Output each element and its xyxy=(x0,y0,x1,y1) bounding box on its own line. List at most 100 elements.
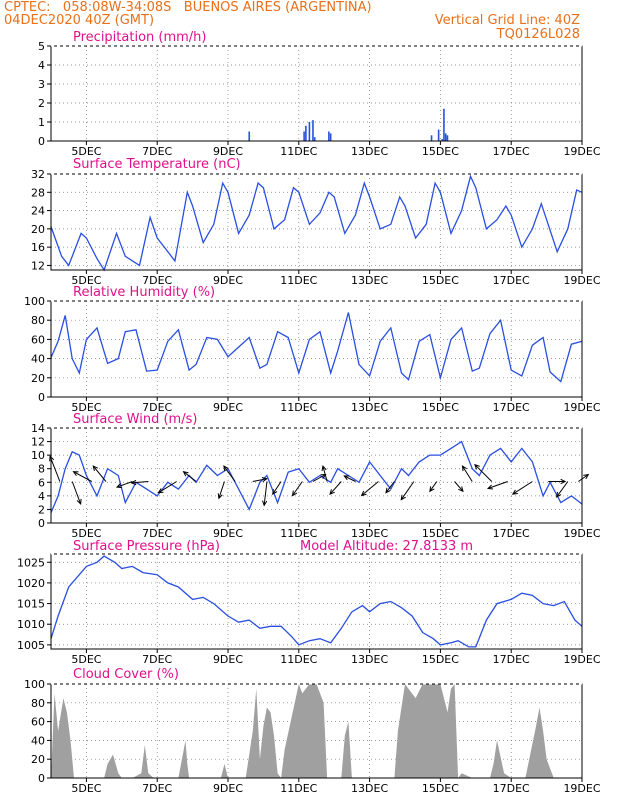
header-date: 04DEC2020 40Z (GMT) xyxy=(4,13,155,28)
rh-xtick-label: 11DEC xyxy=(280,401,317,414)
rh-xtick-label: 17DEC xyxy=(493,401,530,414)
pres-title: Surface Pressure (hPa) xyxy=(73,539,220,554)
precip-bar xyxy=(329,133,332,141)
pres-ytick-label: 1025 xyxy=(17,556,45,569)
wind-arrow-head xyxy=(76,498,82,505)
wind-ytick-label: 10 xyxy=(31,449,45,462)
wind-arrow xyxy=(312,474,326,482)
wind-ytick-label: 4 xyxy=(38,490,45,503)
wind-xtick-label: 11DEC xyxy=(280,527,317,540)
wind-arrow xyxy=(272,481,282,495)
header-model-id: TQ0126L028 xyxy=(496,27,580,42)
temp-xtick-label: 17DEC xyxy=(493,274,530,287)
precip-bar xyxy=(305,125,307,141)
wind-arrow-head xyxy=(223,465,229,472)
wind-arrow xyxy=(292,481,303,496)
wind-arrow xyxy=(322,465,328,482)
cloud-xtick-label: 19DEC xyxy=(563,782,600,795)
wind-xtick-label: 19DEC xyxy=(563,527,600,540)
wind-arrow-head xyxy=(115,483,123,489)
pres-annotation: Model Altitude: 27.8133 m xyxy=(300,539,473,554)
temp-xtick-label: 11DEC xyxy=(280,274,317,287)
wind-arrow-head xyxy=(262,500,268,507)
wind-ytick-label: 14 xyxy=(31,422,45,435)
header-station: CPTEC: 058:08W-34:08S BUENOS AIRES (ARGE… xyxy=(4,0,372,15)
pres-xtick-label: 9DEC xyxy=(213,653,243,666)
rh-frame xyxy=(50,300,583,398)
wind-arrow-head xyxy=(486,484,494,490)
temp-panel: 12 16 20 24 28 32 5DEC 7DEC 9DEC 11DEC 13DEC 15DEC 1… xyxy=(31,157,601,287)
wind-arrow-head xyxy=(92,465,99,472)
precip-xtick-label: 11DEC xyxy=(280,145,317,158)
rh-panel: 0 20 40 60 80 100 5DEC 7DEC 9DEC 11DEC 13DEC 15DEC 1… xyxy=(24,285,601,414)
precip-panel: 0 1 2 3 4 5 5DEC 7DEC 9DEC 11DEC 13DEC 15DEC 17DEC 19… xyxy=(38,30,601,158)
cloud-xtick-label: 13DEC xyxy=(351,782,388,795)
pres-xtick-label: 17DEC xyxy=(493,653,530,666)
rh-title: Relative Humidity (%) xyxy=(73,285,215,300)
wind-arrow-head xyxy=(291,490,298,497)
wind-arrow-head xyxy=(458,486,464,493)
temp-xtick-label: 9DEC xyxy=(213,274,243,287)
temp-ytick-label: 20 xyxy=(31,223,45,236)
precip-bar xyxy=(303,131,305,141)
wind-arrow xyxy=(252,478,267,482)
wind-arrow xyxy=(131,481,149,484)
wind-arrow-head xyxy=(474,463,480,470)
cloud-ytick-label: 0 xyxy=(38,772,45,785)
precip-xtick-label: 17DEC xyxy=(493,145,530,158)
cloud-xtick-label: 7DEC xyxy=(142,782,172,795)
pres-ytick-label: 1005 xyxy=(17,639,45,652)
pres-xtick-label: 7DEC xyxy=(142,653,172,666)
precip-xtick-label: 19DEC xyxy=(563,145,600,158)
wind-arrow xyxy=(429,481,438,492)
wind-arrow-head xyxy=(130,479,137,486)
rh-xtick-label: 7DEC xyxy=(142,401,172,414)
temp-xtick-label: 19DEC xyxy=(563,274,600,287)
precip-bar xyxy=(312,120,314,141)
cloud-xtick-label: 11DEC xyxy=(280,782,317,795)
precip-bar xyxy=(328,131,330,141)
rh-xtick-label: 5DEC xyxy=(71,401,101,414)
temp-ytick-label: 24 xyxy=(31,205,45,218)
rh-ytick-label: 40 xyxy=(31,353,45,366)
wind-ytick-label: 12 xyxy=(31,436,45,449)
pres-xtick-label: 15DEC xyxy=(422,653,459,666)
wind-arrow-head xyxy=(72,471,79,477)
wind-arrow-head xyxy=(560,478,567,485)
wind-arrow xyxy=(556,481,569,498)
precip-xtick-label: 9DEC xyxy=(213,145,243,158)
rh-xtick-label: 19DEC xyxy=(563,401,600,414)
wind-arrow xyxy=(92,465,107,482)
cloud-ytick-label: 60 xyxy=(31,716,45,729)
precip-bar xyxy=(446,135,449,141)
rh-ytick-label: 0 xyxy=(38,391,45,404)
wind-arrow-head xyxy=(385,487,391,494)
cloud-panel: 0 20 40 60 80 100 5DEC 7DEC 9DEC 11DEC 13DEC 15DEC 1… xyxy=(24,667,601,795)
wind-arrow xyxy=(474,464,493,482)
precip-ytick-label: 5 xyxy=(38,40,45,53)
wind-arrow xyxy=(400,481,415,500)
pres-ytick-label: 1020 xyxy=(17,577,45,590)
rh-ytick-label: 20 xyxy=(31,372,45,385)
cloud-title: Cloud Cover (%) xyxy=(73,667,179,682)
temp-ytick-label: 28 xyxy=(31,186,45,199)
wind-arrow-head xyxy=(321,464,327,472)
cloud-xtick-label: 15DEC xyxy=(422,782,459,795)
wind-arrow xyxy=(344,475,356,482)
rh-series-line xyxy=(50,312,583,383)
cloud-ytick-label: 40 xyxy=(31,734,45,747)
cloud-ytick-label: 100 xyxy=(24,678,45,691)
wind-arrow xyxy=(462,465,473,482)
pres-xtick-label: 19DEC xyxy=(563,653,600,666)
rh-ytick-label: 60 xyxy=(31,333,45,346)
cloud-xtick-label: 5DEC xyxy=(71,782,101,795)
wind-ytick-label: 6 xyxy=(38,476,45,489)
precip-bar xyxy=(430,135,433,141)
pres-xtick-label: 11DEC xyxy=(280,653,317,666)
rh-xtick-label: 13DEC xyxy=(351,401,388,414)
cloud-area xyxy=(51,684,582,778)
wind-xtick-label: 5DEC xyxy=(71,527,101,540)
temp-title: Surface Temperature (nC) xyxy=(73,157,241,172)
temp-series-line xyxy=(50,174,583,272)
temp-ytick-label: 32 xyxy=(31,168,45,181)
